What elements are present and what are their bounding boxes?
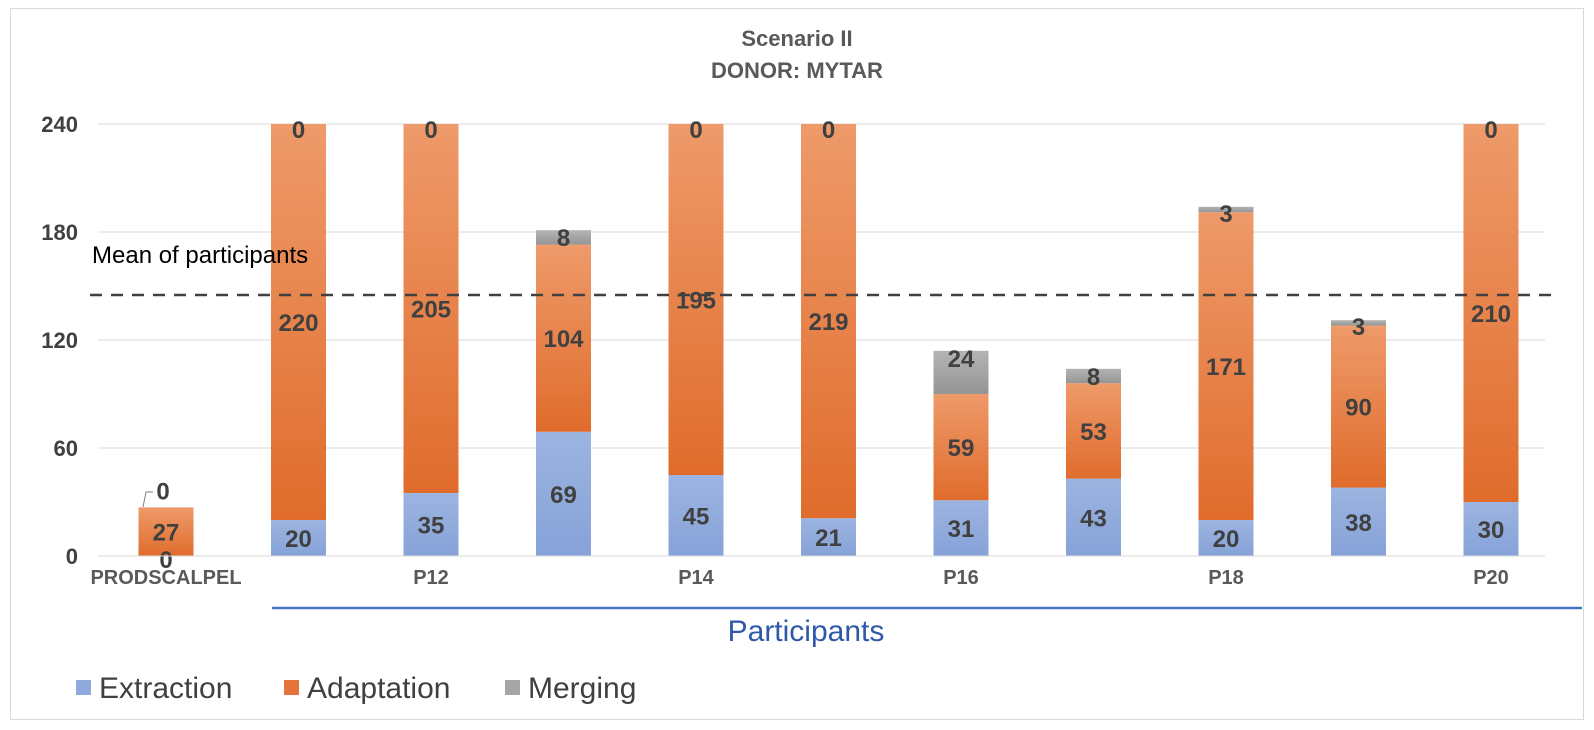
bar-adaptation-p20 xyxy=(1463,124,1519,502)
data-label-adaptation-p14: 195 xyxy=(676,288,716,315)
bar-adaptation-prodscalpel xyxy=(138,507,194,556)
y-tick-label: 120 xyxy=(41,328,78,353)
data-label-extraction-p15: 21 xyxy=(815,525,842,552)
x-axis-ticks: PRODSCALPEL P12 P14 P16 P18 P20 xyxy=(90,567,1508,589)
bar-extraction-p12 xyxy=(403,493,459,556)
bar-merging-p16 xyxy=(933,350,989,394)
bar-merging-p18 xyxy=(1198,206,1254,213)
bar-extraction-p20 xyxy=(1463,502,1519,556)
bar-merging-p19 xyxy=(1331,320,1386,326)
data-label-extraction-p20: 30 xyxy=(1478,517,1505,544)
chart-title: Scenario II xyxy=(741,26,852,51)
bars xyxy=(138,124,1519,556)
bar-adaptation-p19 xyxy=(1331,325,1386,488)
data-label-adaptation-prodscalpel: 27 xyxy=(153,520,180,547)
data-label-extraction-p18: 20 xyxy=(1213,526,1240,553)
data-label-merging-p19: 3 xyxy=(1352,314,1365,341)
legend-label-merging: Merging xyxy=(528,672,636,705)
data-label-extraction-p17: 43 xyxy=(1080,505,1107,532)
data-label-extraction-p13: 69 xyxy=(550,482,577,509)
x-tick-label: PRODSCALPEL xyxy=(90,567,241,589)
data-label-adaptation-p12: 205 xyxy=(411,297,451,324)
data-label-merging-prodscalpel: 0 xyxy=(156,478,169,505)
y-tick-label: 0 xyxy=(66,544,78,569)
legend-swatch-merging xyxy=(505,680,520,695)
data-label-extraction-p16: 31 xyxy=(948,516,975,543)
y-tick-label: 240 xyxy=(41,112,78,137)
data-label-extraction-p12: 35 xyxy=(418,513,445,540)
data-label-adaptation-p17: 53 xyxy=(1080,419,1107,446)
data-label-extraction-p11: 20 xyxy=(285,526,312,553)
data-label-adaptation-p15: 219 xyxy=(808,309,848,336)
bar-extraction-p15 xyxy=(801,518,856,556)
x-tick-label: P20 xyxy=(1473,567,1509,589)
data-label-merging-p14: 0 xyxy=(689,117,702,144)
data-label-extraction-p19: 38 xyxy=(1345,510,1372,537)
bar-merging-p17 xyxy=(1066,368,1121,384)
y-tick-label: 60 xyxy=(54,436,78,461)
x-tick-label: P14 xyxy=(678,567,714,589)
bar-adaptation-p11 xyxy=(271,124,326,520)
data-label-adaptation-p18: 171 xyxy=(1206,354,1246,381)
legend-swatch-extraction xyxy=(76,680,91,695)
bar-extraction-p16 xyxy=(933,500,989,556)
bar-adaptation-p18 xyxy=(1198,212,1254,520)
data-label-merging-p12: 0 xyxy=(424,117,437,144)
bar-adaptation-p16 xyxy=(933,394,989,501)
data-label-merging-p11: 0 xyxy=(292,117,305,144)
data-label-merging-p17: 8 xyxy=(1087,364,1100,391)
mean-line-label: Mean of participants xyxy=(92,242,308,269)
leader-line xyxy=(142,491,153,508)
y-axis-ticks: 0 60 120 180 240 xyxy=(41,112,78,569)
data-label-adaptation-p13: 104 xyxy=(543,326,584,353)
legend: Extraction Adaptation Merging xyxy=(76,672,636,705)
x-tick-label: P18 xyxy=(1208,567,1244,589)
bar-extraction-p18 xyxy=(1198,520,1254,556)
bar-adaptation-p12 xyxy=(403,124,459,493)
group-label: Participants xyxy=(728,615,885,648)
bar-extraction-p13 xyxy=(536,431,591,556)
bar-extraction-p17 xyxy=(1066,478,1121,556)
chart-subtitle: DONOR: MYTAR xyxy=(711,58,883,83)
data-label-extraction-prodscalpel: 0 xyxy=(159,547,172,574)
data-label-adaptation-p20: 210 xyxy=(1471,301,1511,328)
data-label-merging-p16: 24 xyxy=(948,346,975,373)
bar-adaptation-p17 xyxy=(1066,383,1121,479)
legend-swatch-adaptation xyxy=(284,680,299,695)
data-label-merging-p20: 0 xyxy=(1484,117,1497,144)
legend-label-extraction: Extraction xyxy=(99,672,232,705)
chart-frame xyxy=(10,8,1584,720)
data-label-merging-p13: 8 xyxy=(557,225,570,252)
legend-label-adaptation: Adaptation xyxy=(307,672,450,705)
x-tick-label: P16 xyxy=(943,567,979,589)
x-tick-label: P12 xyxy=(413,567,449,589)
bar-adaptation-p14 xyxy=(668,124,724,475)
bar-extraction-p14 xyxy=(668,475,724,556)
data-label-adaptation-p11: 220 xyxy=(278,310,318,337)
data-label-merging-p15: 0 xyxy=(822,117,835,144)
bar-extraction-p11 xyxy=(271,520,326,556)
data-label-merging-p18: 3 xyxy=(1219,201,1232,228)
bar-adaptation-p15 xyxy=(801,124,856,519)
data-label-extraction-p14: 45 xyxy=(683,504,710,531)
data-labels: 0270202200352050691048451950212190315924… xyxy=(153,117,1511,574)
bar-extraction-p19 xyxy=(1331,487,1386,556)
bar-merging-p13 xyxy=(536,230,591,245)
data-label-adaptation-p16: 59 xyxy=(948,435,975,462)
data-label-adaptation-p19: 90 xyxy=(1345,395,1372,422)
bar-adaptation-p13 xyxy=(536,244,591,432)
y-tick-label: 180 xyxy=(41,220,78,245)
